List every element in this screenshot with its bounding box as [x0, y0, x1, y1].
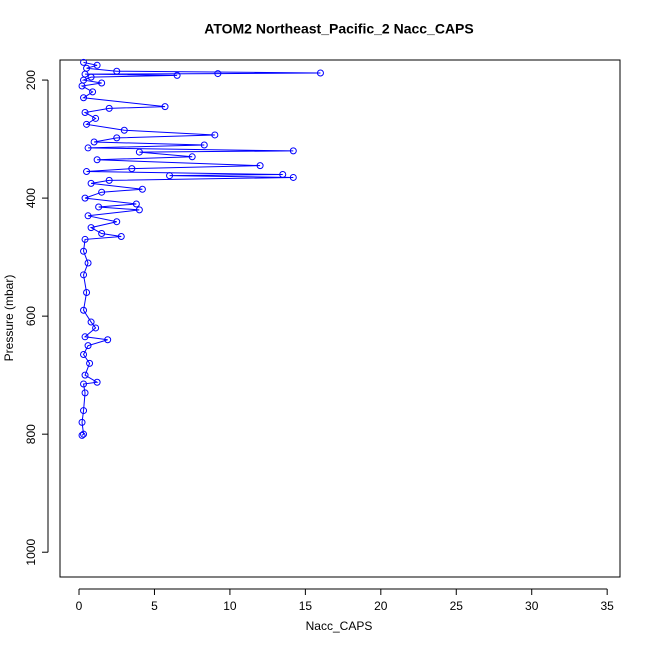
data-point [113, 134, 121, 142]
data-point [93, 378, 101, 386]
data-point [316, 69, 324, 77]
data-point [98, 230, 106, 238]
y-tick-label: 1000 [24, 539, 38, 566]
data-point [188, 153, 196, 161]
data-point [90, 138, 98, 146]
x-tick-label: 30 [525, 599, 539, 613]
data-line [80, 61, 321, 436]
data-point [92, 324, 100, 332]
data-point [83, 289, 91, 297]
data-point [80, 407, 88, 415]
data-point [83, 168, 91, 176]
x-axis-label: Nacc_CAPS [306, 619, 373, 633]
data-point [81, 109, 89, 117]
data-point [135, 206, 143, 214]
y-tick-label: 800 [24, 424, 38, 444]
data-point [132, 200, 140, 208]
data-point [81, 389, 89, 397]
data-point [256, 162, 264, 170]
data-point [81, 371, 89, 379]
data-point [84, 259, 92, 267]
data-point [104, 336, 112, 344]
data-point [93, 156, 101, 164]
data-point [84, 342, 92, 350]
data-point [113, 67, 121, 75]
data-point [211, 131, 219, 139]
x-tick-label: 15 [299, 599, 313, 613]
data-point [78, 418, 86, 426]
data-point [289, 147, 297, 155]
data-point [78, 82, 86, 90]
data-point [161, 103, 169, 111]
data-point [87, 179, 95, 187]
data-point [289, 173, 297, 181]
data-point [173, 71, 181, 79]
plot-box [59, 59, 621, 578]
data-point [84, 212, 92, 220]
data-point [135, 148, 143, 156]
data-point [84, 144, 92, 152]
data-point [105, 104, 113, 112]
data-point [80, 94, 88, 102]
data-point [214, 70, 222, 78]
x-tick-label: 10 [223, 599, 237, 613]
data-point [117, 232, 125, 240]
y-tick-label: 400 [24, 188, 38, 208]
data-point [128, 165, 136, 173]
data-point [279, 170, 287, 178]
x-tick-label: 20 [374, 599, 388, 613]
data-point [113, 218, 121, 226]
y-tick-label: 600 [24, 306, 38, 326]
data-point [92, 114, 100, 122]
data-point [80, 271, 88, 279]
data-point [166, 172, 174, 180]
data-point [80, 58, 88, 66]
data-point [80, 351, 88, 359]
x-tick-label: 0 [76, 599, 83, 613]
data-point [89, 88, 97, 96]
data-point [81, 333, 89, 341]
data-point [80, 380, 88, 388]
x-tick-label: 35 [600, 599, 614, 613]
data-point [98, 188, 106, 196]
data-point [80, 247, 88, 255]
data-point [81, 235, 89, 243]
data-point [93, 61, 101, 69]
data-point [120, 126, 128, 134]
data-point [78, 431, 86, 439]
data-point [138, 185, 146, 193]
data-point [80, 306, 88, 314]
data-point [87, 224, 95, 232]
data-point [200, 141, 208, 149]
data-point [105, 176, 113, 184]
y-axis-label: Pressure (mbar) [2, 275, 16, 362]
chart-title: ATOM2 Northeast_Pacific_2 Nacc_CAPS [204, 21, 473, 37]
data-point [81, 194, 89, 202]
data-point [83, 120, 91, 128]
y-tick-label: 200 [24, 70, 38, 90]
data-point [95, 203, 103, 211]
x-tick-label: 5 [151, 599, 158, 613]
x-tick-label: 25 [450, 599, 464, 613]
data-point [80, 430, 88, 438]
data-point [86, 359, 94, 367]
data-point [87, 318, 95, 326]
data-point [87, 73, 95, 81]
data-point [98, 79, 106, 87]
